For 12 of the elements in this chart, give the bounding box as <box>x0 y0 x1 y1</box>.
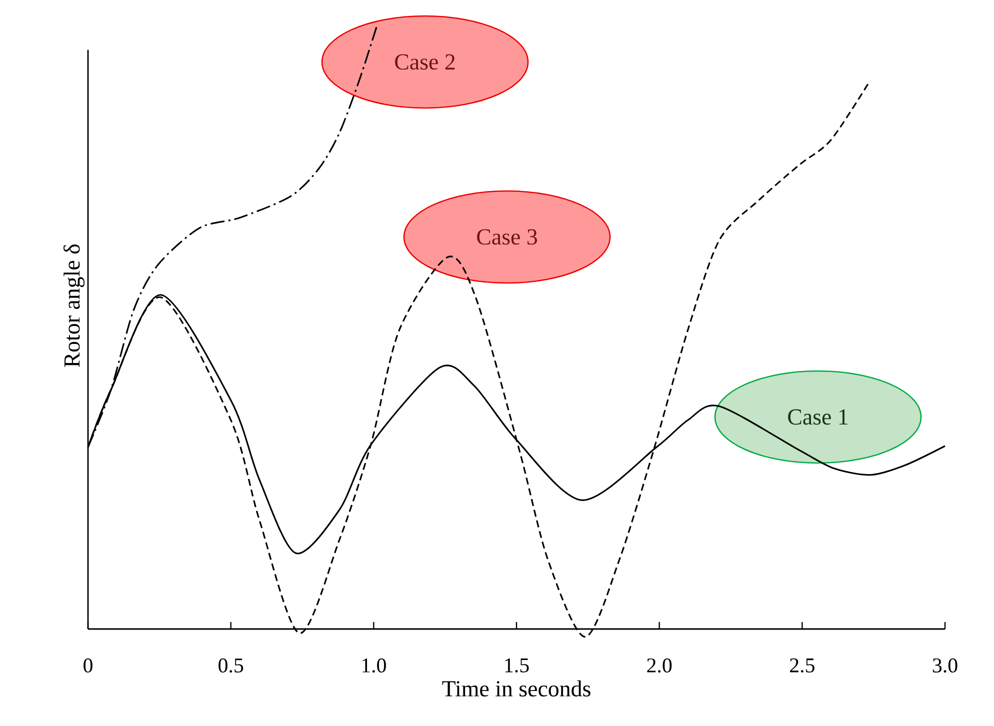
y-axis-title: Rotor angle δ <box>64 244 84 368</box>
x-tick-label: 2.5 <box>790 658 814 673</box>
x-tick-label: 1.0 <box>362 658 386 673</box>
x-tick-label: 1.5 <box>505 658 529 672</box>
x-tick-label: 2.0 <box>647 658 672 673</box>
x-tick-label: 0 <box>84 658 92 673</box>
annotation: Case 3 <box>477 229 537 245</box>
x-tick-label: 3.0 <box>932 658 958 673</box>
annotation: Case 1 <box>788 409 848 425</box>
x-axis-title: Time in seconds <box>442 680 590 697</box>
annotation: Case 2 <box>395 54 455 70</box>
x-tick-label: 0.5 <box>218 658 244 673</box>
